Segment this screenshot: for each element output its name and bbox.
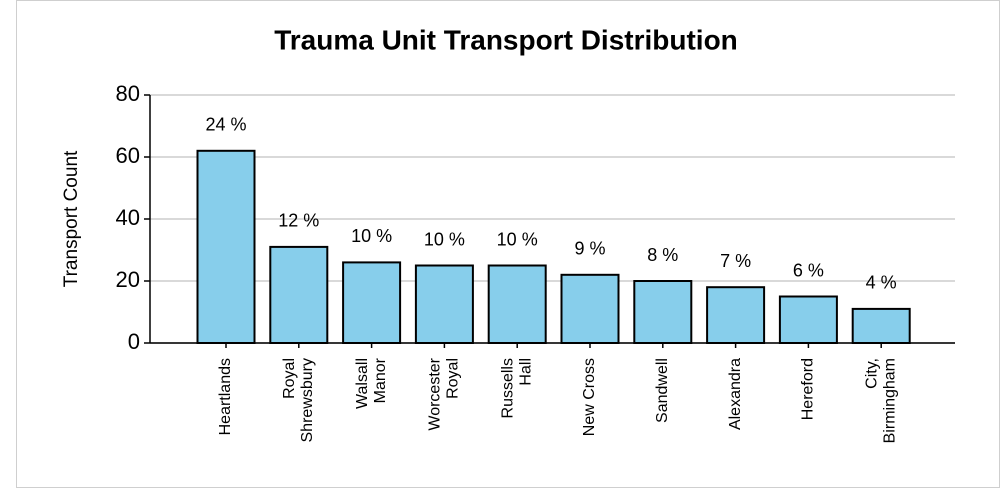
x-tick-label: RoyalShrewsbury xyxy=(281,358,316,442)
x-tick-label-line: City, xyxy=(863,358,880,389)
x-tick-label-line: Birmingham xyxy=(881,358,898,443)
bar xyxy=(778,295,838,344)
y-tick-label: 0 xyxy=(128,329,140,354)
bar-annotation: 10 % xyxy=(351,226,392,246)
x-tick-label: Heartlands xyxy=(217,358,234,435)
bar-annotation: 4 % xyxy=(866,273,897,293)
x-tick-label-line: Worcester xyxy=(427,357,444,430)
bar xyxy=(487,264,547,344)
x-tick-label: New Cross xyxy=(581,358,598,436)
x-tick-label: Sandwell xyxy=(654,358,671,423)
y-tick-label: 40 xyxy=(116,205,140,230)
bar-annotation: 10 % xyxy=(424,229,465,249)
bar-annotation: 12 % xyxy=(278,211,319,231)
x-tick-label-line: Royal xyxy=(281,358,298,399)
chart-title: Trauma Unit Transport Distribution xyxy=(274,24,738,55)
x-tick-label: Hereford xyxy=(800,358,817,420)
y-tick-label: 60 xyxy=(116,143,140,168)
x-tick-label-line: Manor xyxy=(372,357,389,403)
x-tick-label-line: Heartlands xyxy=(217,358,234,435)
bar-annotation: 10 % xyxy=(497,229,538,249)
x-tick-label-line: Shrewsbury xyxy=(299,358,316,442)
bar xyxy=(269,245,329,344)
x-tick-label-line: Royal xyxy=(445,358,462,399)
bar xyxy=(342,261,402,344)
x-tick-label: RussellsHall xyxy=(499,358,534,418)
bar-annotation: 7 % xyxy=(720,251,751,271)
x-tick-label-line: Walsall xyxy=(354,358,371,409)
y-tick-label: 20 xyxy=(116,267,140,292)
bar-annotation: 24 % xyxy=(205,115,246,135)
x-tick-label: WalsallManor xyxy=(354,357,389,409)
y-tick-label: 80 xyxy=(116,81,140,106)
bar-annotation: 6 % xyxy=(793,260,824,280)
x-tick-label-line: New Cross xyxy=(581,358,598,436)
bar xyxy=(633,280,693,344)
x-tick-label: City,Birmingham xyxy=(863,358,898,443)
x-tick-label-line: Alexandra xyxy=(727,358,744,430)
x-tick-label-line: Hereford xyxy=(800,358,817,420)
x-tick-label-line: Sandwell xyxy=(654,358,671,423)
x-tick-label: Alexandra xyxy=(727,358,744,430)
x-tick-label-line: Russells xyxy=(499,358,516,418)
frame xyxy=(16,0,1000,488)
bar xyxy=(196,149,256,344)
bar xyxy=(560,273,620,344)
y-axis-label: Transport Count xyxy=(61,150,82,287)
bar xyxy=(851,307,911,344)
bar xyxy=(414,264,474,344)
x-tick-label: WorcesterRoyal xyxy=(427,357,462,430)
bar-annotation: 8 % xyxy=(647,245,678,265)
x-tick-label-line: Hall xyxy=(517,358,534,386)
bar-annotation: 9 % xyxy=(574,239,605,259)
bar xyxy=(706,286,766,345)
